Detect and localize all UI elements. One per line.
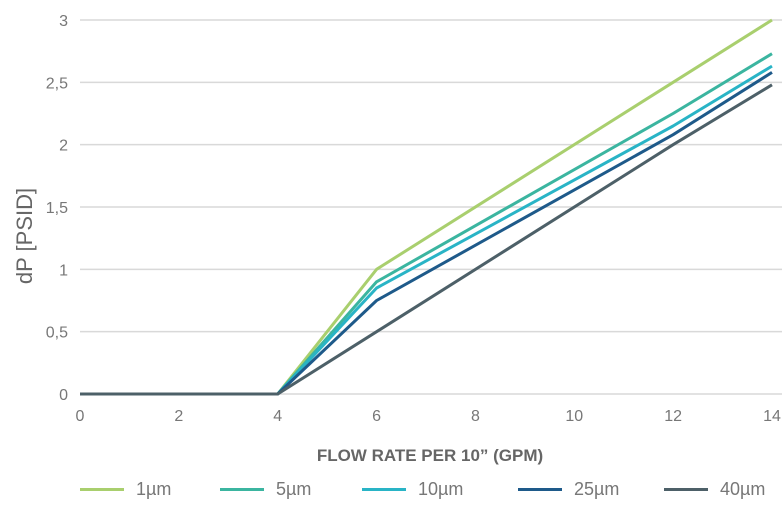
series-lines xyxy=(80,18,773,396)
x-tick-label: 12 xyxy=(664,408,682,425)
legend-label: 10µm xyxy=(418,478,464,499)
grid-lines xyxy=(80,19,782,395)
x-tick-label: 14 xyxy=(763,408,781,425)
x-tick-label: 8 xyxy=(471,408,480,425)
x-axis-ticks: 0 2 4 6 8 10 12 14 xyxy=(76,408,781,425)
y-tick-label: 1,5 xyxy=(46,200,68,217)
legend-label: 40µm xyxy=(720,478,766,499)
legend-swatch xyxy=(220,487,264,491)
legend: 1µm 5µm 10µm 25µm 40µm xyxy=(0,476,782,502)
y-tick-label: 0 xyxy=(59,387,68,404)
y-tick-label: 2,5 xyxy=(46,75,68,92)
x-tick-label: 4 xyxy=(273,408,282,425)
series-line-4 xyxy=(80,71,773,396)
y-axis-ticks: 0 0,5 1 1,5 2 2,5 3 xyxy=(46,13,68,404)
legend-label: 25µm xyxy=(574,478,620,499)
legend-swatch xyxy=(664,487,708,491)
y-tick-label: 2 xyxy=(59,138,68,155)
legend-item: 5µm xyxy=(220,476,311,502)
legend-label: 1µm xyxy=(136,478,172,499)
legend-label: 5µm xyxy=(276,478,312,499)
series-line-2 xyxy=(80,52,773,396)
legend-item: 25µm xyxy=(518,476,619,502)
line-chart: 0 0,5 1 1,5 2 2,5 3 0 2 4 6 8 10 12 14 dP [PSID] FLOW… xyxy=(12,13,782,465)
legend-item: 40µm xyxy=(664,476,765,502)
x-tick-label: 2 xyxy=(174,408,183,425)
legend-swatch xyxy=(80,487,124,491)
legend-swatch xyxy=(518,487,562,491)
y-tick-label: 0,5 xyxy=(46,325,68,342)
y-tick-label: 1 xyxy=(59,262,68,279)
x-tick-label: 6 xyxy=(372,408,381,425)
x-tick-label: 0 xyxy=(76,408,85,425)
series-line-5 xyxy=(80,83,773,396)
y-tick-label: 3 xyxy=(59,13,68,30)
legend-swatch xyxy=(362,487,406,491)
legend-item: 1µm xyxy=(80,476,171,502)
legend-item: 10µm xyxy=(362,476,463,502)
x-tick-label: 10 xyxy=(565,408,583,425)
x-axis-title: FLOW RATE PER 10” (GPM) xyxy=(317,446,543,465)
y-axis-title: dP [PSID] xyxy=(12,188,37,284)
